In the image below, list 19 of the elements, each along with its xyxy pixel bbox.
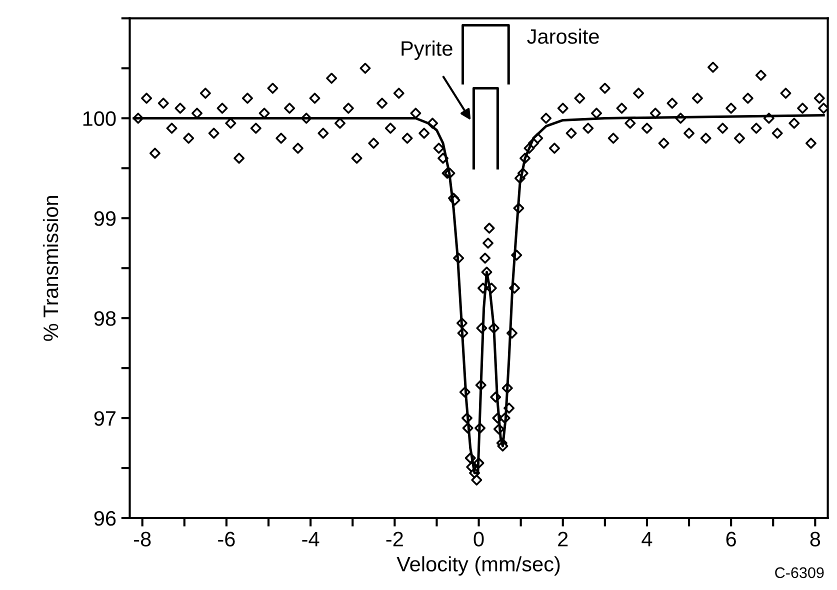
y-tick-label: 96 [94,511,116,526]
text: C-6309 [775,567,824,578]
x-tick-label: -2 [386,532,403,546]
y-axis-title: % Transmission [42,196,58,341]
y-tick-label: 100 [83,111,116,126]
x-tick-label: -4 [302,532,320,546]
y-tick-label: 99 [94,211,116,226]
x-tick-label: 8 [810,532,820,547]
x-axis-title: Velocity (mm/sec) [396,556,560,576]
x-tick-label: -6 [218,532,235,547]
annotation: Jarosite [527,28,599,44]
y-tick-label: 98 [94,311,116,326]
x-tick-label: 2 [558,532,568,546]
annotation: Pyrite [402,40,452,60]
x-tick-label: 0 [474,532,484,547]
x-tick-label: 6 [726,532,736,547]
y-tick-label: 97 [94,411,116,426]
x-tick-label: 4 [642,532,652,546]
x-tick-label: -8 [134,532,151,547]
